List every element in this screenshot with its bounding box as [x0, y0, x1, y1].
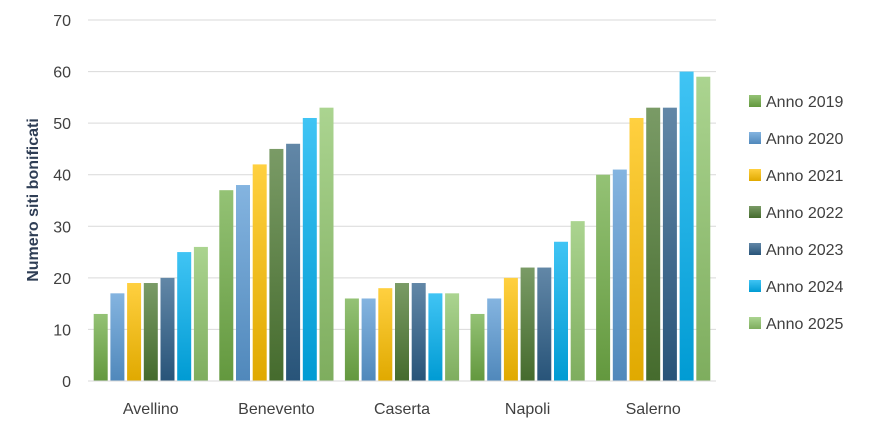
bar-caserta-anno-2023 — [411, 283, 426, 381]
bar-napoli-anno-2019 — [470, 313, 485, 381]
x-category-label: Benevento — [238, 401, 315, 418]
bar-caserta-anno-2019 — [344, 298, 359, 381]
x-category-label: Salerno — [626, 401, 681, 418]
bar-benevento-anno-2020 — [236, 185, 250, 381]
legend-label: Anno 2019 — [766, 94, 844, 111]
bar-salerno-anno-2022 — [646, 107, 661, 382]
bar-salerno-anno-2019 — [596, 174, 611, 381]
y-axis-label: Numero siti bonificati — [25, 118, 42, 282]
legend-swatch — [749, 317, 761, 329]
bar-caserta-anno-2025 — [445, 293, 460, 381]
bar-napoli-anno-2025 — [570, 221, 585, 381]
bar-napoli-anno-2023 — [537, 267, 552, 381]
y-tick-label: 70 — [53, 13, 71, 30]
y-tick-label: 50 — [53, 116, 71, 133]
bar-salerno-anno-2025 — [696, 76, 711, 381]
legend-swatch — [749, 206, 761, 218]
legend-swatch — [749, 243, 761, 255]
x-category-label: Caserta — [374, 401, 430, 418]
bar-avellino-anno-2025 — [193, 246, 208, 381]
legend: Anno 2019 Anno 2020 Anno 2021 Anno 2022 Anno… — [749, 94, 844, 333]
bar-napoli-anno-2020 — [487, 298, 502, 381]
bar-caserta-anno-2024 — [428, 293, 443, 381]
bar-benevento-anno-2022 — [269, 148, 284, 381]
legend-swatch — [749, 169, 761, 181]
bar-salerno-anno-2020 — [612, 169, 627, 381]
bar-avellino-anno-2022 — [143, 283, 158, 381]
y-tick-label: 40 — [53, 168, 71, 185]
bar-avellino-anno-2024 — [177, 252, 192, 381]
bar-avellino-anno-2019 — [93, 313, 108, 381]
bar-avellino-anno-2020 — [110, 293, 125, 381]
legend-swatch — [749, 132, 761, 144]
legend-label: Anno 2024 — [766, 279, 844, 296]
bar-avellino-anno-2023 — [160, 277, 175, 381]
legend-swatch — [749, 95, 761, 107]
legend-label: Anno 2021 — [766, 168, 844, 185]
bar-napoli-anno-2022 — [520, 267, 535, 381]
bar-benevento-anno-2025 — [319, 107, 334, 382]
bar-salerno-anno-2021 — [629, 117, 644, 381]
bar-napoli-anno-2021 — [503, 277, 518, 381]
bar-benevento-anno-2019 — [219, 190, 234, 381]
bar-avellino-anno-2021 — [127, 283, 142, 381]
bar-caserta-anno-2020 — [361, 298, 376, 381]
bar-salerno-anno-2023 — [662, 107, 677, 382]
legend-label: Anno 2023 — [766, 242, 844, 259]
x-category-label: Napoli — [505, 401, 550, 418]
legend-label: Anno 2025 — [766, 316, 844, 333]
y-tick-label: 60 — [53, 65, 71, 82]
y-tick-label: 20 — [53, 271, 71, 288]
bar-benevento-anno-2021 — [252, 164, 267, 381]
x-axis-categories: Avellino Benevento Caserta Napoli Salerno — [123, 401, 681, 418]
bar-benevento-anno-2024 — [302, 117, 317, 381]
y-axis-ticks: 0 10 20 30 40 50 60 70 — [53, 13, 71, 391]
y-tick-label: 0 — [62, 374, 71, 391]
bar-salerno-anno-2024 — [679, 71, 694, 382]
y-tick-label: 30 — [53, 219, 71, 236]
bar-benevento-anno-2023 — [286, 143, 301, 381]
legend-label: Anno 2022 — [766, 205, 844, 222]
bar-caserta-anno-2022 — [395, 283, 409, 381]
gridlines — [88, 19, 716, 330]
x-category-label: Avellino — [123, 401, 179, 418]
bar-caserta-anno-2021 — [378, 288, 393, 381]
bars — [93, 71, 711, 382]
y-tick-label: 10 — [53, 322, 71, 339]
bar-napoli-anno-2024 — [554, 241, 568, 381]
legend-label: Anno 2020 — [766, 131, 844, 148]
legend-swatch — [749, 280, 761, 292]
